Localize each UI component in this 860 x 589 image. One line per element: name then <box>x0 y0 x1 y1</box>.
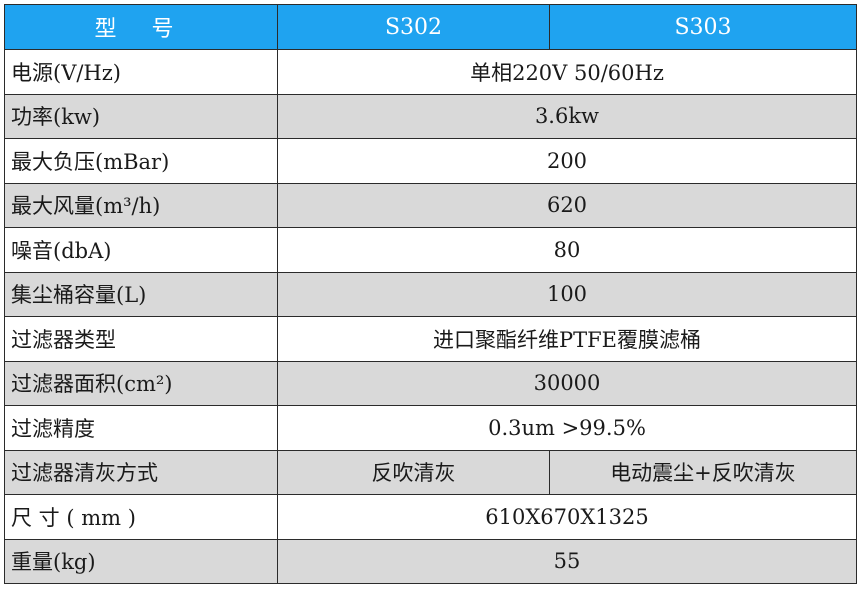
row-value: 30000 <box>277 360 857 406</box>
model-header-s302: S302 <box>277 4 550 50</box>
spec-table: 型 号 S302 S303 电源(V/Hz) 单相220V 50/60Hz 功率… <box>4 4 857 584</box>
table-row: 集尘桶容量(L) 100 <box>4 271 857 317</box>
row-value: 80 <box>277 227 857 273</box>
table-row: 功率(kw) 3.6kw <box>4 93 857 139</box>
row-label: 电源(V/Hz) <box>4 49 278 95</box>
model-label-header: 型 号 <box>4 4 278 50</box>
header-row: 型 号 S302 S303 <box>4 4 857 50</box>
row-label: 过滤器清灰方式 <box>4 449 278 495</box>
table-row: 电源(V/Hz) 单相220V 50/60Hz <box>4 49 857 95</box>
row-value: 200 <box>277 138 857 184</box>
row-value: 55 <box>277 538 857 584</box>
row-label: 功率(kw) <box>4 93 278 139</box>
row-label: 尺 寸 ( mm ) <box>4 494 278 540</box>
row-value-s302: 反吹清灰 <box>277 449 550 495</box>
row-value: 610X670X1325 <box>277 494 857 540</box>
row-label: 最大风量(m³/h) <box>4 182 278 228</box>
row-value: 3.6kw <box>277 93 857 139</box>
row-label: 过滤器类型 <box>4 316 278 362</box>
table-row: 尺 寸 ( mm ) 610X670X1325 <box>4 494 857 540</box>
row-label: 过滤精度 <box>4 405 278 451</box>
row-label: 噪音(dbA) <box>4 227 278 273</box>
table-row: 过滤器面积(cm²) 30000 <box>4 360 857 406</box>
row-label: 重量(kg) <box>4 538 278 584</box>
row-label: 过滤器面积(cm²) <box>4 360 278 406</box>
table-row: 过滤器类型 进口聚酯纤维PTFE覆膜滤桶 <box>4 316 857 362</box>
row-value-s303: 电动震尘+反吹清灰 <box>549 449 857 495</box>
table-row: 噪音(dbA) 80 <box>4 227 857 273</box>
table-row: 过滤精度 0.3um >99.5% <box>4 405 857 451</box>
row-label: 集尘桶容量(L) <box>4 271 278 317</box>
table-row: 最大风量(m³/h) 620 <box>4 182 857 228</box>
row-value: 进口聚酯纤维PTFE覆膜滤桶 <box>277 316 857 362</box>
table-row: 过滤器清灰方式 反吹清灰 电动震尘+反吹清灰 <box>4 449 857 495</box>
row-value: 620 <box>277 182 857 228</box>
row-label: 最大负压(mBar) <box>4 138 278 184</box>
row-value: 0.3um >99.5% <box>277 405 857 451</box>
table-row: 重量(kg) 55 <box>4 538 857 584</box>
row-value: 100 <box>277 271 857 317</box>
table-row: 最大负压(mBar) 200 <box>4 138 857 184</box>
row-value: 单相220V 50/60Hz <box>277 49 857 95</box>
model-header-s303: S303 <box>549 4 857 50</box>
